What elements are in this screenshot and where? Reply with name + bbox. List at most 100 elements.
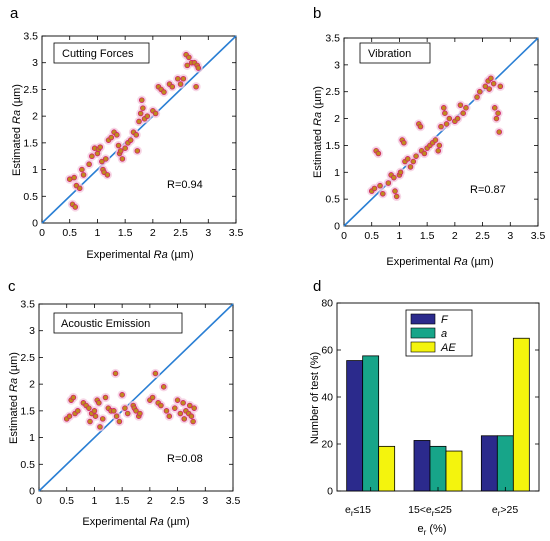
panel-b-data-point xyxy=(397,169,404,176)
panel-a-data-point xyxy=(76,185,83,192)
panel-c-ytick-label: 3 xyxy=(29,325,35,337)
panel-b-data-point xyxy=(375,150,382,157)
panel-a-data-point xyxy=(114,132,120,138)
panel-b-data-point xyxy=(410,158,417,165)
panel-b-data-point xyxy=(401,139,407,146)
panel-c-data-point xyxy=(96,400,102,406)
panel-c-data-point xyxy=(111,408,117,414)
panel-c-data-point xyxy=(137,410,143,417)
panel-b-ytick-label: 2.5 xyxy=(325,86,340,98)
panel-c-ytick-label: 1 xyxy=(29,432,35,444)
panel-a-label-text: Cutting Forces xyxy=(62,48,134,60)
panel-c-data-point xyxy=(124,410,131,417)
panel-b-data-point xyxy=(488,75,494,82)
bar-ae-3 xyxy=(512,337,530,492)
panel-c-ytick-label: 0.5 xyxy=(20,459,35,471)
panel-a-xtick-label: 2 xyxy=(150,227,156,239)
panel-a-data-point xyxy=(193,83,199,90)
panel-c-data-point xyxy=(181,416,188,422)
panel-c-data-point xyxy=(191,405,198,411)
panel-b-data-point xyxy=(482,83,489,90)
panel-a-data-point xyxy=(122,145,128,152)
panel-b-data-point xyxy=(440,105,447,111)
panel-b-data-point xyxy=(371,185,378,192)
panel-b-r-value: R=0.87 xyxy=(470,184,506,196)
panel-a-scatter: a 0 0.5 1 1.5 2 2.5 3 3.5 0 0.5 1 1.5 2 2.5 3 3.5 Cutti… xyxy=(10,5,243,261)
panel-b-data-point xyxy=(490,80,497,87)
panel-b-xtick-label: 1 xyxy=(397,230,403,242)
panel-a-data-point xyxy=(115,142,122,149)
panel-c-data-point xyxy=(119,392,125,398)
panel-b-data-point xyxy=(421,150,428,157)
panel-a-data-point xyxy=(108,134,115,141)
panel-a-ylabel: Estimated Ra (µm) xyxy=(11,84,23,176)
panel-a-data-point xyxy=(138,97,145,103)
panel-b-xtick-label: 2 xyxy=(452,230,458,242)
panel-c-xtick-label: 1.5 xyxy=(115,495,130,507)
panel-a-data-point xyxy=(144,113,151,119)
panel-a-xtick-label: 0 xyxy=(39,227,45,239)
bar-ae-2 xyxy=(445,450,463,492)
panel-b-ytick-label: 3.5 xyxy=(325,33,340,45)
panel-b-data-point xyxy=(392,188,398,194)
panel-b-data-point xyxy=(463,105,469,111)
panel-a-data-point xyxy=(133,132,140,138)
panel-c-data-point xyxy=(66,413,73,420)
panel-a-xtick-label: 3 xyxy=(205,227,211,239)
panel-c-data-point xyxy=(75,408,81,414)
legend-swatch-f xyxy=(410,313,436,325)
panel-b-data-point xyxy=(476,88,483,95)
panel-c-ytick-label: 2.5 xyxy=(20,352,35,364)
panel-c-data-point xyxy=(133,408,139,414)
panel-b-data-point xyxy=(385,180,392,186)
panel-c-xtick-label: 1 xyxy=(92,495,98,507)
panel-b-data-point xyxy=(460,110,466,116)
bar-ae-1 xyxy=(378,445,396,492)
panel-b-ytick-label: 1.5 xyxy=(325,140,340,152)
panel-a-data-point xyxy=(72,204,79,210)
panel-c-data-point xyxy=(163,408,170,414)
panel-a-ytick-label: 1 xyxy=(32,164,38,176)
panel-c-scatter: c 0 0.5 1 1.5 2 2.5 3 3.5 0 0.5 1 1.5 2 2.5 3 3.5 Acous… xyxy=(8,278,240,528)
panel-b-xtick-label: 0 xyxy=(341,230,347,242)
panel-c-xtick-label: 2.5 xyxy=(170,495,185,507)
bar-a-3 xyxy=(496,435,514,492)
panel-d-plot-area: 0 20 40 60 80 xyxy=(321,298,540,498)
panel-a-ytick-label: 0.5 xyxy=(23,191,38,203)
panel-c-data-point xyxy=(180,400,186,406)
panel-a-reference-line xyxy=(41,35,237,224)
panel-b-ytick-label: 0.5 xyxy=(325,194,340,206)
panel-b-data-point xyxy=(474,94,480,100)
panel-a-data-point xyxy=(134,148,141,154)
panel-d-ytick-label: 40 xyxy=(321,392,333,404)
panel-a-data-point xyxy=(89,153,95,160)
panel-c-label-box xyxy=(53,312,183,334)
panel-c-data-point xyxy=(172,405,178,411)
panel-b-data-point xyxy=(407,164,414,170)
panel-a-data-point xyxy=(127,137,134,143)
panel-b-xtick-label: 3 xyxy=(507,230,513,242)
panel-a-data-point xyxy=(119,156,126,162)
panel-c-data-point xyxy=(99,416,106,422)
panel-a-data-point xyxy=(175,75,181,82)
panel-c-data-point xyxy=(113,413,120,420)
panel-a-data-point xyxy=(104,172,111,178)
category-label-2: 15<er≤25 xyxy=(408,504,452,518)
panel-b-ytick-label: 2 xyxy=(334,113,340,125)
panel-b-xlabel: Experimental Ra (µm) xyxy=(386,256,493,268)
panel-b-ytick-label: 0 xyxy=(334,221,340,233)
panel-b-scatter: b 0 0.5 1 1.5 2 2.5 3 3.5 0 0.5 1 1.5 2 2.5 3 3.5 Vibra… xyxy=(312,5,545,268)
panel-a-data-point xyxy=(177,81,184,87)
panel-c-ytick-label: 2 xyxy=(29,379,35,391)
panel-d-letter: d xyxy=(313,278,321,295)
panel-d-xlabel: er (%) xyxy=(418,523,447,537)
panel-a-ytick-label: 2.5 xyxy=(23,84,38,96)
panel-c-ytick-label: 3.5 xyxy=(20,299,35,311)
panel-a-data-point xyxy=(99,158,105,165)
panel-a-data-point xyxy=(137,110,144,117)
panel-b-data-point xyxy=(404,156,411,162)
panel-c-data-point xyxy=(116,418,123,425)
panel-c-data-point xyxy=(122,405,128,411)
panel-c-letter: c xyxy=(8,278,16,295)
